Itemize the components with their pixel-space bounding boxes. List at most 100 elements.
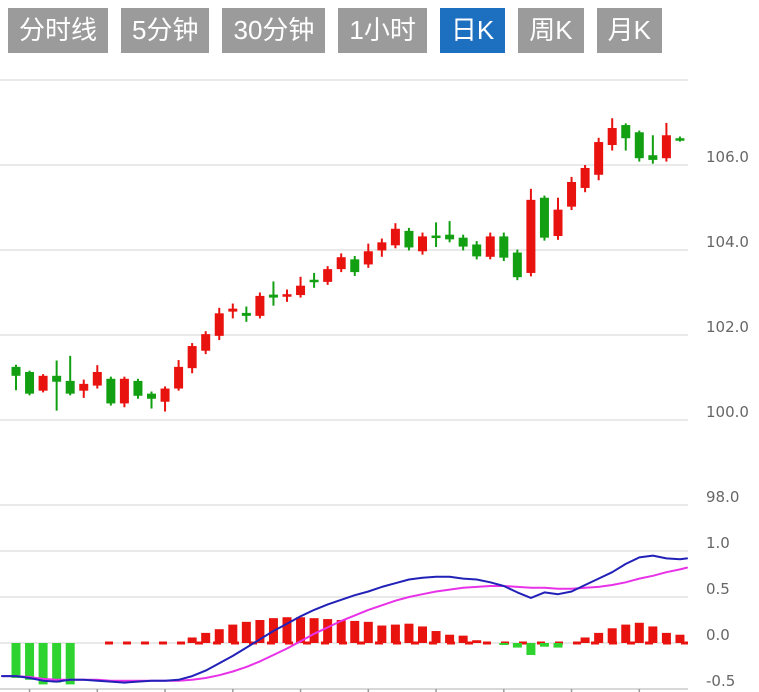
macd-axis-label: 0.5 [706,580,730,598]
candle-body [160,388,170,402]
macd-histogram-bar [607,628,617,643]
candle-body [11,366,21,376]
macd-histogram-bar [228,624,238,643]
macd-axis-label: 0.0 [706,626,730,644]
price-axis-label: 106.0 [706,148,749,166]
price-axis-label: 98.0 [706,488,739,506]
candle-body [296,285,306,296]
candle-body [512,252,522,278]
candle-body [323,269,333,282]
macd-histogram-bar [241,621,251,643]
candle-wick [150,391,153,409]
macd-histogram-bar [38,643,48,685]
candle-body [675,138,685,141]
macd-histogram-bar [390,624,400,643]
macd-histogram-bar [11,643,21,678]
candle-wick [448,221,451,243]
candle-body [621,125,631,139]
candle-body [634,132,644,159]
tab-30min[interactable]: 30分钟 [222,8,326,53]
candle-body [350,259,360,273]
macd-histogram-bar [201,632,211,643]
candle-body [147,393,156,399]
candle-body [404,230,414,248]
price-axis-label: 104.0 [706,233,749,251]
candle-body [38,375,48,391]
candle-body [458,237,468,247]
candle-body [228,308,238,312]
candle-body [580,167,590,188]
tab-1hour[interactable]: 1小时 [338,8,427,53]
candle-body [445,234,455,240]
candle-body [119,378,129,404]
macd-histogram-bar [255,620,265,643]
macd-histogram-bar [594,632,604,643]
interval-tab-bar: 分时线 5分钟 30分钟 1小时 日K 周K 月K [8,8,662,53]
candle-body [648,155,658,160]
candle-body [268,294,278,298]
candle-body [539,197,549,238]
macd-histogram-bar [648,626,658,643]
candle-body [255,295,265,316]
candle-body [174,366,184,389]
candle-body [282,294,292,297]
macd-histogram-bar [634,622,644,643]
macd-histogram-bar [499,643,509,645]
candle-body [567,182,577,207]
macd-histogram-bar [350,620,360,643]
tab-monthly-k[interactable]: 月K [596,8,662,53]
candle-body [214,313,224,336]
tab-daily-k[interactable]: 日K [439,8,506,53]
candle-body [418,236,427,252]
candle-body [485,236,495,257]
candle-body [661,135,671,159]
candle-body [607,128,617,146]
candle-body [431,235,441,239]
macd-histogram-bar [323,619,333,643]
macd-histogram-bar [296,617,306,643]
candle-body [52,375,62,382]
macd-histogram-bar [526,643,536,655]
macd-histogram-bar [377,625,387,643]
candle-body [106,378,116,404]
candle-body [594,142,604,175]
candle-body [133,380,143,396]
macd-histogram-bar [404,623,414,643]
candle-body [363,251,373,265]
candle-wick [272,281,275,306]
tab-weekly-k[interactable]: 周K [518,8,584,53]
tab-timeshare[interactable]: 分时线 [8,8,109,53]
price-axis-label: 100.0 [706,403,749,421]
macd-histogram-bar [282,617,292,643]
macd-histogram-bar [675,634,685,643]
candle-body [553,209,563,236]
candle-wick [69,355,72,396]
macd-histogram-bar [52,643,62,683]
macd-histogram-bar [431,631,441,643]
macd-histogram-bar [458,635,468,643]
macd-histogram-bar [336,620,346,643]
candle-body [526,199,536,273]
tab-5min[interactable]: 5分钟 [121,8,210,53]
macd-histogram-bar [418,626,427,643]
macd-histogram-bar [553,643,563,648]
macd-histogram-bar [539,643,549,647]
candle-body [499,236,509,258]
macd-histogram-bar [65,643,75,685]
candle-wick [651,135,654,164]
macd-histogram-bar [472,640,482,643]
macd-histogram-bar [25,643,35,680]
macd-histogram-bar [309,618,319,643]
macd-histogram-bar [445,634,455,643]
candle-body [187,346,197,369]
macd-histogram-bar [661,632,671,643]
candle-body [472,244,482,257]
candle-body [241,312,251,316]
macd-histogram-bar [621,624,631,643]
macd-axis-label: -0.5 [706,672,735,690]
candle-body [25,371,35,394]
candle-wick [55,360,58,411]
candle-wick [435,222,438,248]
candle-body [65,380,75,394]
